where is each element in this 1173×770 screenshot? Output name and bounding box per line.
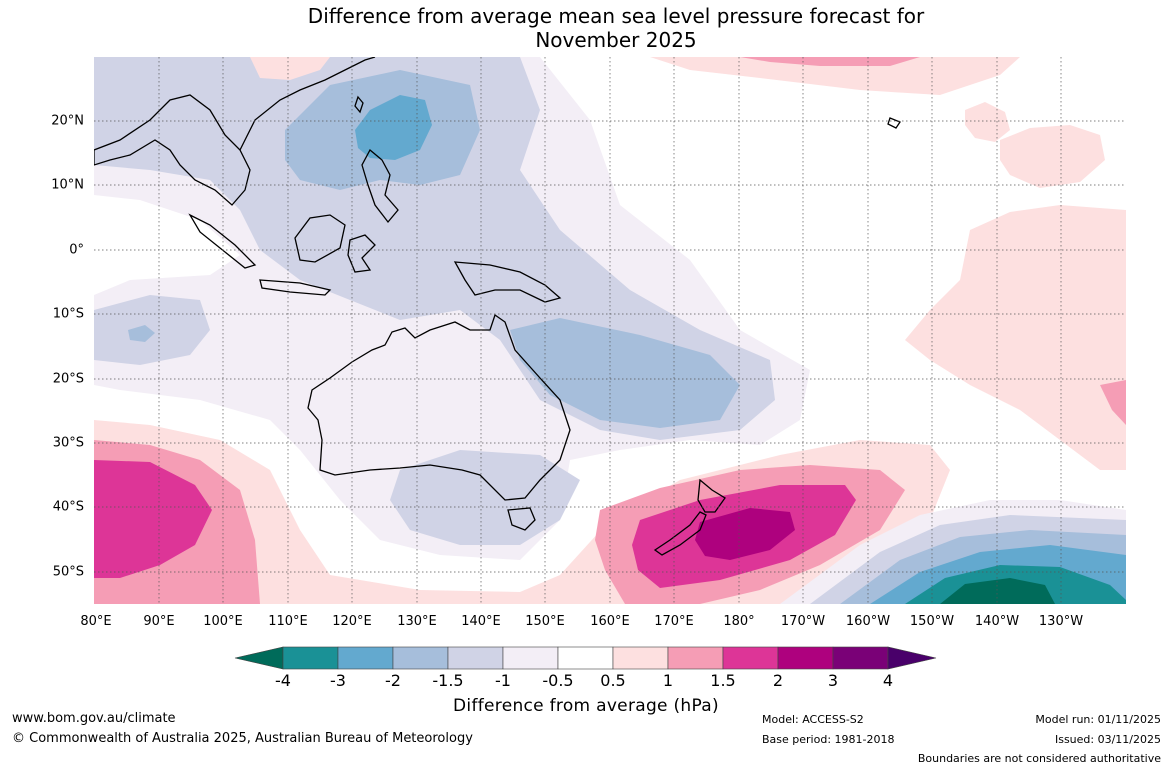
- lat-tick-label: 40°S: [52, 499, 84, 515]
- colorbar-label: -2: [385, 671, 401, 690]
- title-line-2: November 2025: [535, 28, 697, 52]
- contour-neg-2-ph: [355, 95, 432, 160]
- footer-model: Model: ACCESS-S2: [762, 713, 864, 726]
- colorbar-label: -4: [275, 671, 291, 690]
- contour-fills: [94, 57, 1126, 604]
- contour-pos-0.5-north: [250, 57, 1020, 95]
- lat-tick-label: 20°S: [52, 371, 84, 387]
- sumatra-coast: [188, 213, 257, 269]
- lon-tick-label: 80°E: [80, 614, 112, 629]
- contour-pos-1.5-sw: [94, 460, 212, 578]
- colorbar-label: 2: [772, 671, 784, 690]
- lat-tick-label: 30°S: [52, 435, 84, 451]
- contour-neg-1-west: [94, 295, 210, 365]
- colorbar-swatch: [777, 646, 834, 670]
- asia-mainland-coast: [94, 57, 376, 206]
- lat-tick-label: 50°S: [52, 564, 84, 580]
- footer-base-period: Base period: 1981-2018: [762, 733, 895, 746]
- lon-tick-label: 170°W: [780, 614, 826, 629]
- lon-tick-label: 140°W: [974, 614, 1020, 629]
- colorbar-label: -0.5: [542, 671, 574, 690]
- contour-pos-2-nz: [695, 508, 795, 560]
- colorbar-extend-min: [234, 646, 284, 670]
- taiwan-coast: [354, 95, 364, 114]
- lon-tick-label: 120°E: [332, 614, 372, 629]
- contour-neg-1.5-coral: [510, 318, 740, 428]
- lat-tick-label: 10°N: [51, 177, 84, 193]
- java-coast: [259, 279, 332, 296]
- lon-tick-label: 110°E: [268, 614, 308, 629]
- lon-tick-label: 160°E: [590, 614, 630, 629]
- contour-neg-1-south: [390, 450, 580, 545]
- lon-tick-label: 90°E: [143, 614, 175, 629]
- lat-tick-label: 10°S: [52, 306, 84, 322]
- colorbar-label: 4: [882, 671, 894, 690]
- new-zealand-north: [697, 478, 726, 513]
- contour-pos-1-east: [1100, 380, 1126, 425]
- colorbar-label: 1.5: [710, 671, 736, 690]
- colorbar-swatch: [667, 646, 724, 670]
- colorbar-swatch: [832, 646, 889, 670]
- hawaii-coast: [887, 117, 901, 129]
- tasmania-coast: [507, 507, 536, 531]
- chart-title: Difference from average mean sea level p…: [0, 4, 1173, 52]
- colorbar-label: 1: [662, 671, 674, 690]
- colorbar-swatch: [502, 646, 559, 670]
- colorbar-label: 0.5: [600, 671, 626, 690]
- colorbar-swatch: [612, 646, 669, 670]
- colorbar-label: -1.5: [432, 671, 464, 690]
- lon-tick-label: 150°W: [909, 614, 955, 629]
- colorbar-swatch: [337, 646, 394, 670]
- title-line-1: Difference from average mean sea level p…: [307, 4, 925, 28]
- lat-tick-label: 0°: [69, 242, 84, 258]
- colorbar-swatch: [557, 646, 614, 670]
- colorbar-title: Difference from average (hPa): [453, 696, 719, 716]
- colorbar-swatch: [722, 646, 779, 670]
- lon-tick-label: 150°E: [525, 614, 565, 629]
- lon-tick-label: 130°W: [1038, 614, 1084, 629]
- footer-model-run: Model run: 01/11/2025: [1035, 713, 1161, 726]
- new-zealand-south: [653, 511, 707, 556]
- lon-tick-label: 100°E: [203, 614, 243, 629]
- contour-pos-1-north: [740, 57, 920, 66]
- colorbar-extend-max: [887, 646, 937, 670]
- australia-coast: [307, 313, 571, 501]
- footer-issued: Issued: 03/11/2025: [1054, 733, 1161, 746]
- lon-tick-label: 160°W: [845, 614, 891, 629]
- sulawesi-coast: [347, 234, 376, 273]
- lon-tick-label: 170°E: [654, 614, 694, 629]
- contour-pos-0.5-east: [905, 205, 1126, 470]
- footer-url[interactable]: www.bom.gov.au/climate: [12, 711, 176, 726]
- contour-neg-1.5-io: [128, 325, 155, 342]
- lon-tick-label: 130°E: [397, 614, 437, 629]
- lon-tick-label: 140°E: [461, 614, 501, 629]
- colorbar-label: -1: [495, 671, 511, 690]
- coastlines: [94, 57, 901, 556]
- lat-tick-label: 20°N: [51, 113, 84, 129]
- colorbar-label: -3: [330, 671, 346, 690]
- colorbar-swatch: [447, 646, 504, 670]
- footer-disclaimer: Boundaries are not considered authoritat…: [917, 752, 1161, 765]
- contour-pos-0.5-ne: [965, 102, 1105, 188]
- colorbar-swatch: [282, 646, 339, 670]
- colorbar-label: 3: [827, 671, 839, 690]
- borneo-coast: [294, 214, 346, 263]
- lon-tick-label: 180°: [723, 614, 755, 629]
- colorbar-swatch: [392, 646, 449, 670]
- contour-neg-4-se: [940, 578, 1055, 604]
- footer-copyright: © Commonwealth of Australia 2025, Austra…: [12, 731, 473, 746]
- graticule: [94, 57, 1126, 604]
- philippines-coast: [361, 148, 399, 224]
